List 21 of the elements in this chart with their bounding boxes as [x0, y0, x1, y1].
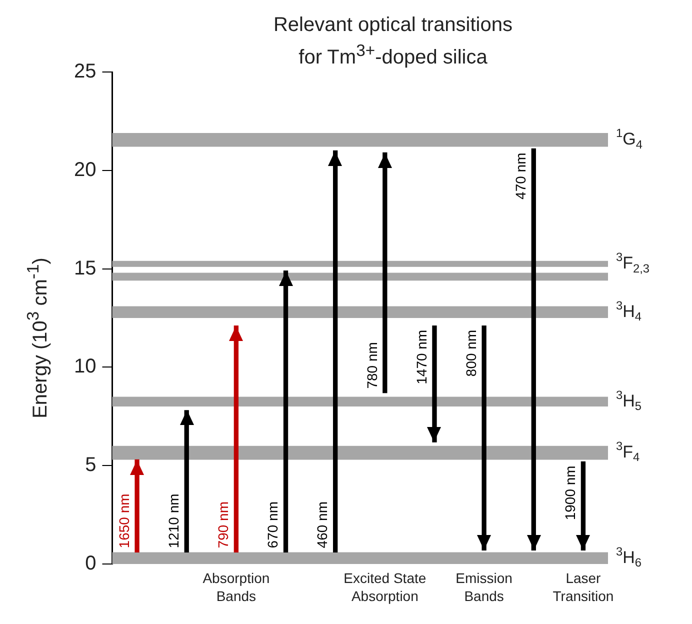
annotation: 790 nm: [215, 501, 232, 548]
text: Absorption Bands: [202, 570, 270, 604]
y-tick-label: 10: [74, 356, 96, 378]
chart-title: Relevant optical transitions for Tm$^{3+}$-doped silica: [272, 13, 514, 71]
y-tick-label: 25: [74, 60, 96, 83]
annotation: 470 nm: [512, 152, 528, 200]
y-tick-label: 0: [85, 552, 96, 575]
annotation: 1470 nm: [413, 330, 430, 384]
annotation: 780 nm: [364, 342, 380, 389]
y-tick-label: 15: [74, 257, 96, 280]
annotation: 460 nm: [314, 501, 330, 548]
annotation: 1210 nm: [165, 494, 182, 548]
annotation: 670 nm: [264, 501, 281, 548]
annotation: 1650 nm: [116, 494, 132, 548]
text: Laser Transition: [552, 570, 614, 604]
annotation: 800 nm: [462, 330, 479, 377]
y-tick-label: 5: [85, 454, 96, 476]
annotation: 1900 nm: [562, 466, 578, 520]
text: Emission Bands: [456, 570, 512, 604]
y-tick-label: 20: [74, 158, 96, 181]
text: Excited State Absorption: [344, 570, 426, 604]
